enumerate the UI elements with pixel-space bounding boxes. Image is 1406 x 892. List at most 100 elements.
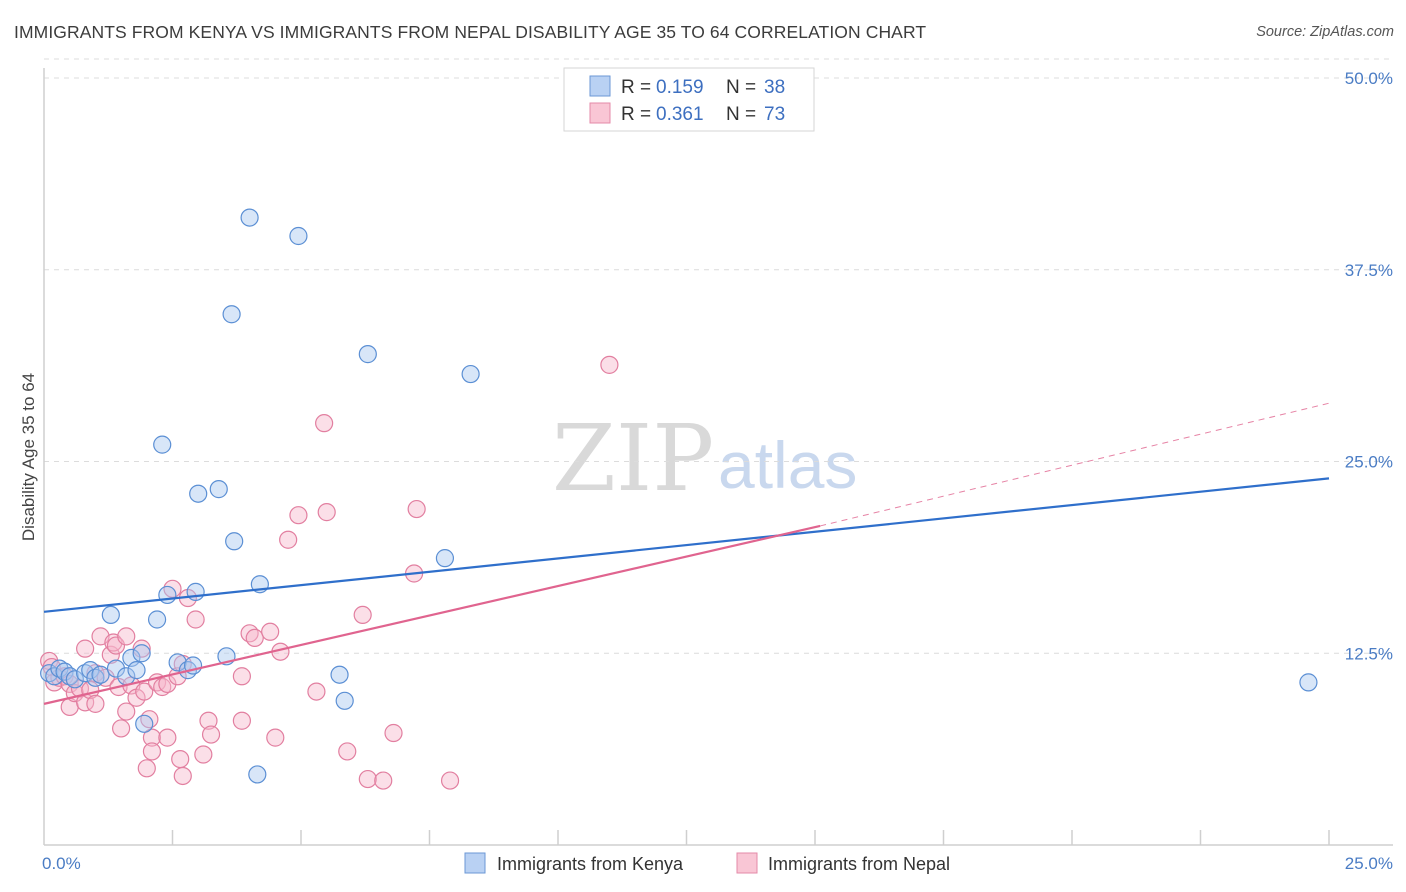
kenya-point-0 — [40, 664, 59, 683]
kenya-point-6 — [76, 664, 95, 683]
kenya-r-label: R = — [621, 77, 651, 98]
nepal-point-41 — [186, 610, 205, 629]
legend-label-nepal: Immigrants from Nepal — [768, 854, 950, 874]
nepal-n-value: 73 — [764, 104, 785, 125]
nepal-point-29 — [142, 728, 162, 747]
nepal-r-label: R = — [621, 104, 651, 125]
nepal-point-45 — [232, 711, 251, 730]
kenya-point-32 — [289, 226, 308, 246]
nepal-point-65 — [600, 355, 619, 374]
stats-legend: R = 0.159 N = 38 R = 0.361 N = 73 — [563, 67, 815, 132]
kenya-point-37 — [435, 549, 455, 568]
y-tick-label-1: 25.0% — [1345, 453, 1393, 472]
kenya-point-35 — [358, 345, 377, 364]
kenya-point-10 — [101, 605, 120, 625]
kenya-point-36 — [461, 364, 480, 384]
nepal-point-44 — [201, 725, 221, 744]
kenya-legend-swatch — [589, 75, 611, 97]
nepal-point-27 — [137, 759, 156, 778]
kenya-point-4 — [60, 667, 79, 686]
x-axis-ticks — [171, 830, 1330, 845]
nepal-point-63 — [407, 499, 426, 519]
watermark-atlas: atlas — [718, 428, 857, 502]
kenya-point-18 — [158, 585, 177, 605]
kenya-point-19 — [153, 435, 172, 454]
y-axis-label: Disability Age 35 to 64 — [19, 373, 38, 541]
watermark-zip: ZIP — [552, 405, 714, 512]
kenya-point-25 — [209, 480, 228, 499]
nepal-point-60 — [374, 771, 393, 790]
nepal-point-22 — [117, 702, 136, 721]
nepal-point-55 — [315, 414, 334, 433]
kenya-point-9 — [91, 665, 110, 684]
nepal-n-label: N = — [726, 104, 756, 125]
kenya-n-value: 38 — [764, 77, 785, 98]
nepal-point-57 — [338, 742, 357, 761]
kenya-point-38 — [1299, 673, 1318, 692]
kenya-point-24 — [189, 484, 208, 503]
nepal-point-43 — [199, 711, 218, 730]
kenya-points — [40, 208, 1318, 784]
y-tick-label-0: 12.5% — [1345, 644, 1393, 663]
kenya-point-14 — [127, 661, 146, 680]
kenya-point-8 — [86, 668, 105, 687]
nepal-point-21 — [117, 627, 136, 646]
nepal-point-64 — [440, 771, 460, 790]
kenya-trend-line — [43, 477, 1330, 613]
kenya-r-value: 0.159 — [656, 77, 704, 98]
nepal-point-54 — [307, 682, 326, 701]
nepal-point-26 — [135, 682, 154, 701]
kenya-point-5 — [65, 670, 84, 689]
nepal-trend-extension — [820, 402, 1330, 527]
gridlines — [44, 58, 1393, 654]
kenya-point-20 — [168, 653, 187, 672]
kenya-point-33 — [330, 665, 349, 684]
kenya-point-28 — [225, 532, 244, 551]
nepal-trend-line — [43, 524, 821, 705]
nepal-point-30 — [142, 742, 162, 761]
kenya-point-2 — [50, 659, 69, 678]
nepal-point-37 — [171, 749, 190, 769]
watermark: ZIP atlas — [552, 405, 857, 512]
nepal-point-18 — [106, 636, 126, 655]
nepal-point-56 — [317, 503, 336, 522]
nepal-points — [40, 355, 619, 790]
nepal-point-42 — [194, 745, 213, 764]
chart-title: IMMIGRANTS FROM KENYA VS IMMIGRANTS FROM… — [14, 22, 927, 42]
nepal-point-38 — [173, 766, 192, 786]
kenya-point-27 — [222, 305, 241, 324]
kenya-point-30 — [248, 765, 267, 784]
nepal-point-9 — [76, 639, 95, 658]
kenya-n-label: N = — [726, 77, 756, 98]
kenya-point-23 — [186, 582, 205, 601]
nepal-point-52 — [279, 530, 298, 549]
legend-swatch-kenya — [464, 852, 486, 874]
nepal-point-32 — [153, 677, 172, 697]
kenya-point-17 — [147, 610, 167, 629]
nepal-r-value: 0.361 — [656, 104, 704, 125]
nepal-point-61 — [384, 723, 403, 743]
legend-label-kenya: Immigrants from Kenya — [497, 854, 684, 874]
kenya-point-29 — [240, 208, 259, 227]
y-tick-label-3: 50.0% — [1345, 69, 1393, 88]
nepal-legend-swatch — [589, 102, 611, 124]
y-tick-label-2: 37.5% — [1345, 261, 1393, 280]
nepal-point-48 — [245, 628, 264, 648]
kenya-point-15 — [132, 644, 151, 663]
kenya-point-34 — [335, 691, 354, 710]
nepal-point-13 — [86, 694, 105, 713]
x-tick-label-min: 0.0% — [42, 854, 81, 873]
nepal-point-33 — [158, 728, 177, 747]
trend-lines — [43, 402, 1330, 705]
kenya-point-11 — [106, 659, 126, 678]
x-tick-label-max: 25.0% — [1345, 854, 1393, 873]
nepal-point-46 — [232, 667, 251, 686]
nepal-point-50 — [266, 728, 285, 747]
source-credit: Source: ZipAtlas.com — [1256, 24, 1394, 40]
nepal-point-49 — [261, 622, 280, 641]
legend-swatch-nepal — [736, 852, 758, 874]
nepal-point-53 — [289, 506, 308, 525]
y-tick-labels: 12.5% 25.0% 37.5% 50.0% — [1345, 69, 1393, 663]
series-legend: Immigrants from Kenya Immigrants from Ne… — [464, 852, 950, 874]
